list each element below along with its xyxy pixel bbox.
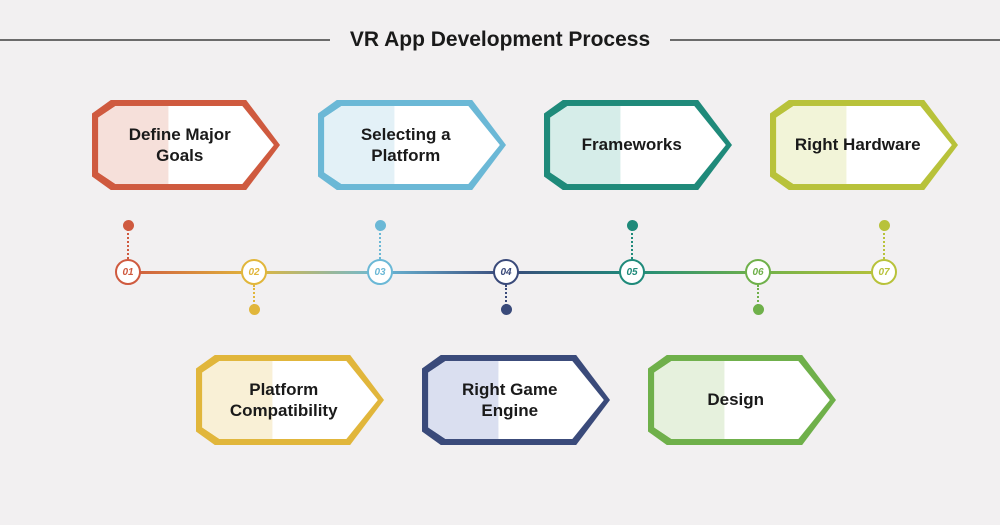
timeline-segment — [506, 271, 632, 274]
connector-dot — [501, 304, 512, 315]
step-chevron: Frameworks — [544, 100, 732, 190]
step-chevron: Design — [648, 355, 836, 445]
step-chevron: Right Game Engine — [422, 355, 610, 445]
connector-dot — [627, 220, 638, 231]
timeline-node: 07 — [871, 259, 897, 285]
step-chevron: Right Hardware — [770, 100, 958, 190]
timeline-segment — [632, 271, 758, 274]
timeline-node: 05 — [619, 259, 645, 285]
step-label: Design — [648, 355, 813, 445]
timeline-node: 01 — [115, 259, 141, 285]
timeline-node: 03 — [367, 259, 393, 285]
step-label: Right Game Engine — [422, 355, 587, 445]
connector-dot — [249, 304, 260, 315]
timeline-segment — [380, 271, 506, 274]
timeline-segment — [254, 271, 380, 274]
timeline-node: 04 — [493, 259, 519, 285]
timeline-node: 02 — [241, 259, 267, 285]
connector-dot — [753, 304, 764, 315]
step-chevron: Define Major Goals — [92, 100, 280, 190]
step-chevron: Selecting a Platform — [318, 100, 506, 190]
timeline-segment — [128, 271, 254, 274]
step-label: Selecting a Platform — [318, 100, 483, 190]
connector-dot — [375, 220, 386, 231]
timeline-segment — [758, 271, 884, 274]
step-label: Define Major Goals — [92, 100, 257, 190]
connector-dot — [123, 220, 134, 231]
step-label: Platform Compatibility — [196, 355, 361, 445]
step-label: Frameworks — [544, 100, 709, 190]
timeline-node: 06 — [745, 259, 771, 285]
step-chevron: Platform Compatibility — [196, 355, 384, 445]
diagram-stage: Define Major Goals 01 Platform Compatibili… — [0, 0, 1000, 525]
connector-dot — [879, 220, 890, 231]
step-label: Right Hardware — [770, 100, 935, 190]
